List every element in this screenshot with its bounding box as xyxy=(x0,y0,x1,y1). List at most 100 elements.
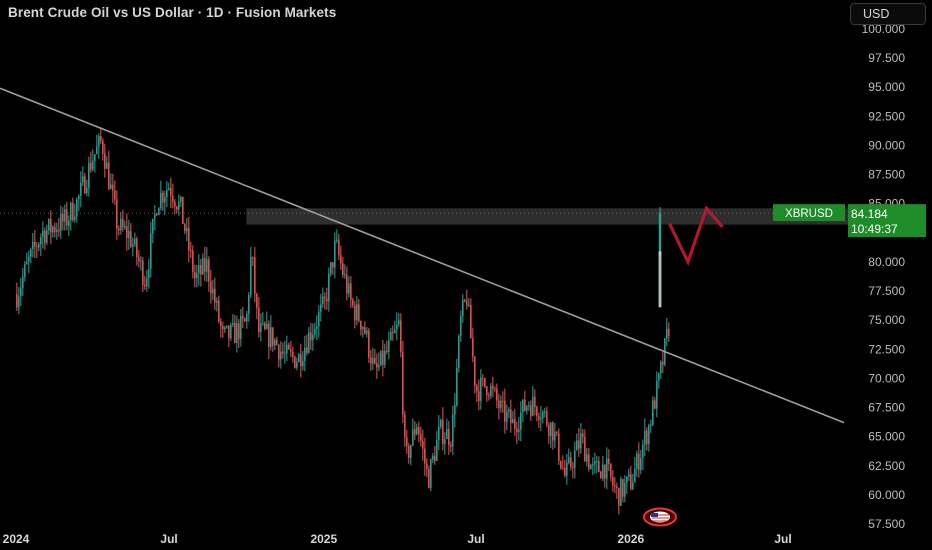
candle xyxy=(108,150,110,191)
candle-body xyxy=(20,287,22,297)
candle-body xyxy=(370,357,372,364)
candle xyxy=(150,221,152,278)
candle-body xyxy=(562,467,564,469)
candle-body xyxy=(630,474,632,490)
candle xyxy=(142,256,144,293)
candle-body xyxy=(434,455,436,461)
candle xyxy=(228,325,230,348)
candle-body xyxy=(56,229,58,232)
candle xyxy=(120,211,122,235)
candle-body xyxy=(46,230,48,243)
candle xyxy=(564,459,566,478)
candle xyxy=(570,451,572,471)
candle-body xyxy=(330,262,332,274)
candle-body xyxy=(336,239,338,241)
candle xyxy=(168,182,170,191)
candle-body xyxy=(218,300,220,321)
candle-body xyxy=(68,220,70,226)
candle xyxy=(18,287,20,315)
candle xyxy=(596,456,598,474)
candle xyxy=(166,181,168,207)
candle-body xyxy=(618,487,620,506)
candle-body xyxy=(400,320,402,352)
candle-body xyxy=(576,440,578,451)
candle xyxy=(30,247,32,264)
candle-body xyxy=(326,298,328,302)
candle-body xyxy=(394,329,396,333)
candle-body xyxy=(598,461,600,472)
candle xyxy=(486,385,488,402)
last-price-value: 84.184 xyxy=(851,207,888,221)
candle-body xyxy=(332,262,334,268)
candle xyxy=(614,476,616,494)
candle-body xyxy=(446,428,448,439)
candle xyxy=(586,448,588,467)
candle-body xyxy=(578,440,580,449)
candle xyxy=(590,463,592,470)
candle xyxy=(306,334,308,356)
candle xyxy=(370,349,372,372)
y-tick-label: 65.000 xyxy=(868,430,905,444)
candle-body xyxy=(442,419,444,445)
candle xyxy=(84,172,86,195)
candle xyxy=(34,230,36,259)
last-candle xyxy=(658,207,662,308)
candle-body xyxy=(386,350,388,352)
candle xyxy=(640,449,642,475)
candle xyxy=(644,418,646,457)
candle-body xyxy=(480,377,482,401)
candle xyxy=(136,236,138,266)
candle-body xyxy=(420,433,422,441)
candle xyxy=(160,180,162,211)
candle-body xyxy=(126,226,128,239)
candle xyxy=(540,405,542,432)
y-tick-label: 97.500 xyxy=(868,51,905,65)
candle-body xyxy=(550,422,552,436)
candle xyxy=(172,183,174,209)
candle-body xyxy=(32,241,34,250)
candle xyxy=(416,423,418,436)
candle xyxy=(402,340,404,423)
currency-selector-button[interactable]: USD xyxy=(850,3,926,25)
candle-body xyxy=(306,347,308,354)
us-flag-event-icon[interactable] xyxy=(643,507,677,527)
candle-body xyxy=(150,233,152,269)
candle xyxy=(460,310,462,342)
candle-body xyxy=(232,322,234,325)
candle xyxy=(474,355,476,394)
candle xyxy=(450,441,452,452)
candle xyxy=(298,352,300,363)
candle xyxy=(88,156,90,197)
candle-body xyxy=(642,444,644,458)
candle-body xyxy=(278,344,280,360)
candle xyxy=(344,264,346,279)
candle-body xyxy=(202,258,204,275)
candle xyxy=(204,246,206,281)
candle-body xyxy=(518,429,520,433)
candle xyxy=(620,476,622,506)
candle-body xyxy=(138,257,140,261)
candle xyxy=(630,465,632,491)
candle-body xyxy=(38,244,40,248)
candle xyxy=(618,487,620,515)
candle-body xyxy=(638,453,640,470)
candle xyxy=(288,342,290,351)
candle xyxy=(424,437,426,476)
candle-body xyxy=(448,428,450,446)
candle xyxy=(174,199,176,215)
candle-body xyxy=(498,400,500,409)
candle-body xyxy=(512,418,514,424)
candle-body xyxy=(250,257,252,295)
candle xyxy=(134,232,136,247)
candle xyxy=(26,252,28,265)
candle-body xyxy=(424,448,426,464)
candle xyxy=(536,405,538,422)
candle-body xyxy=(90,162,92,170)
y-tick-label: 77.500 xyxy=(868,284,905,298)
candle xyxy=(348,276,350,298)
candle-body xyxy=(18,296,20,308)
candle-body xyxy=(432,455,434,460)
candle-body xyxy=(376,363,378,368)
